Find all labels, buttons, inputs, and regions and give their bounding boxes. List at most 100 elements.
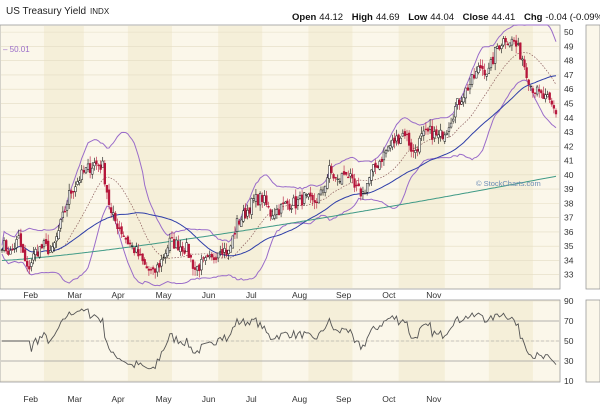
candle-body xyxy=(26,260,29,267)
candle-body xyxy=(109,207,113,213)
candle-body xyxy=(277,209,281,216)
candle-body xyxy=(74,186,77,193)
candle-body xyxy=(235,218,239,232)
candle-body xyxy=(370,169,373,181)
candle-body xyxy=(271,215,274,220)
candle-body xyxy=(237,220,241,225)
candle-body xyxy=(147,268,151,271)
candle-body xyxy=(477,66,480,73)
candle-body xyxy=(84,167,88,174)
candle-body xyxy=(164,253,167,258)
candle-body xyxy=(380,158,383,162)
candle-body xyxy=(53,242,56,249)
candle-body xyxy=(166,247,169,256)
candle-body xyxy=(464,87,467,99)
y-tick-label: 50 xyxy=(564,27,574,37)
candle-body xyxy=(496,46,499,49)
candle-body xyxy=(407,132,411,146)
candle-body xyxy=(187,243,190,258)
candle-body xyxy=(265,195,268,205)
candle-body xyxy=(544,94,547,100)
y-tick-label: 36 xyxy=(564,227,574,237)
candle-body xyxy=(49,250,52,253)
candle-body xyxy=(393,137,396,144)
candle-body xyxy=(55,236,58,242)
candle-body xyxy=(269,209,272,217)
candle-body xyxy=(122,235,125,237)
candle-body xyxy=(88,163,92,173)
candle-body xyxy=(491,56,495,64)
candle-body xyxy=(351,174,354,179)
candle-body xyxy=(462,97,465,103)
candle-body xyxy=(473,74,476,79)
x-tick-label: Jul xyxy=(246,290,257,300)
candle-body xyxy=(11,248,14,251)
candle-body xyxy=(452,118,455,122)
candle-body xyxy=(191,259,195,269)
candle-body xyxy=(361,191,365,194)
candle-body xyxy=(227,249,230,254)
month-band xyxy=(488,26,533,288)
candle-body xyxy=(330,166,333,173)
candle-body xyxy=(233,233,237,235)
x-tick-label: Feb xyxy=(23,394,38,404)
candle-body xyxy=(426,128,430,132)
candle-body xyxy=(336,178,339,181)
y-tick-label: 40 xyxy=(564,170,574,180)
x-tick-label: Aug xyxy=(292,290,307,300)
candle-body xyxy=(376,165,379,169)
candle-body xyxy=(198,264,201,272)
candle-body xyxy=(378,161,381,170)
y-tick-label: 46 xyxy=(564,84,574,94)
candle-body xyxy=(130,245,134,247)
candle-body xyxy=(28,266,31,270)
candle-body xyxy=(531,88,535,93)
candle-body xyxy=(422,130,425,136)
candle-body xyxy=(527,79,530,85)
candle-body xyxy=(65,204,69,211)
candle-body xyxy=(9,250,12,255)
candle-body xyxy=(552,105,556,109)
candle-body xyxy=(355,184,358,187)
candle-body xyxy=(116,223,119,229)
candle-body xyxy=(470,74,474,85)
rsi-y-tick-label: 30 xyxy=(564,356,574,366)
candle-body xyxy=(324,185,327,193)
candle-body xyxy=(23,249,27,262)
candle-body xyxy=(424,128,428,131)
candle-body xyxy=(149,268,153,271)
candle-body xyxy=(447,127,451,132)
candle-body xyxy=(246,210,249,217)
candle-body xyxy=(286,200,289,204)
candle-body xyxy=(0,249,4,251)
candle-body xyxy=(479,65,482,68)
candle-body xyxy=(225,249,228,256)
candle-body xyxy=(44,239,48,244)
candle-body xyxy=(345,172,348,175)
candle-body xyxy=(151,267,155,270)
candle-body xyxy=(252,198,255,201)
x-tick-label: Oct xyxy=(382,394,396,404)
candle-body xyxy=(347,176,350,179)
y-tick-label: 42 xyxy=(564,141,574,151)
candle-body xyxy=(97,164,100,167)
candle-body xyxy=(525,67,528,78)
candle-body xyxy=(193,267,197,270)
candle-body xyxy=(338,180,342,183)
candle-body xyxy=(124,237,127,240)
x-tick-label: Jun xyxy=(202,394,216,404)
x-tick-label: Apr xyxy=(112,394,125,404)
candle-body xyxy=(510,38,514,46)
month-band xyxy=(398,26,445,288)
candle-body xyxy=(57,230,60,240)
candle-body xyxy=(296,199,300,206)
x-tick-label: Mar xyxy=(67,290,82,300)
candle-body xyxy=(82,170,85,173)
candle-body xyxy=(177,241,180,251)
candle-body xyxy=(99,164,102,170)
candle-body xyxy=(313,200,316,203)
candle-body xyxy=(5,240,8,252)
candle-body xyxy=(47,240,50,255)
candle-body xyxy=(261,195,264,202)
